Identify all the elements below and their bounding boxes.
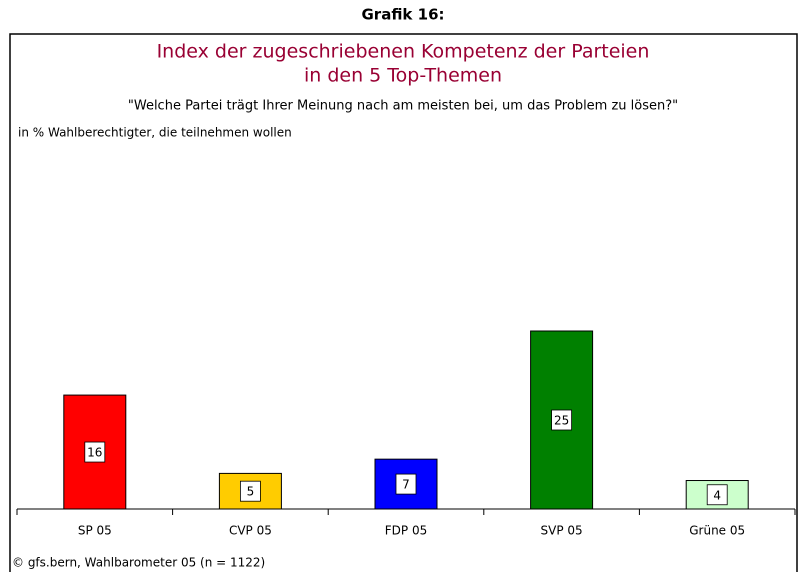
chart-title: in den 5 Top-Themen bbox=[304, 65, 502, 87]
value-label: 7 bbox=[402, 478, 410, 492]
x-tick-label: CVP 05 bbox=[229, 524, 272, 538]
chart-title: Index der zugeschriebenen Kompetenz der … bbox=[157, 41, 650, 63]
y-label: in % Wahlberechtigter, die teilnehmen wo… bbox=[18, 126, 292, 140]
value-label: 25 bbox=[554, 414, 569, 428]
value-label-box bbox=[239, 480, 261, 502]
value-label: 4 bbox=[713, 488, 721, 502]
subtitle: "Welche Partei trägt Ihrer Meinung nach … bbox=[128, 99, 678, 114]
value-label: 16 bbox=[87, 446, 102, 460]
value-label: 5 bbox=[247, 485, 255, 499]
value-label-box bbox=[84, 441, 106, 463]
value-label-box bbox=[395, 473, 417, 495]
x-tick-label: Grüne 05 bbox=[689, 524, 745, 538]
value-label-box bbox=[551, 409, 572, 431]
x-tick-label: SP 05 bbox=[78, 524, 112, 538]
x-tick-label: FDP 05 bbox=[385, 524, 427, 538]
heading: Grafik 16: bbox=[361, 6, 444, 24]
value-label-box bbox=[706, 484, 728, 506]
source: © gfs.bern, Wahlbarometer 05 (n = 1122) bbox=[12, 556, 265, 570]
x-tick-label: SVP 05 bbox=[541, 524, 583, 538]
frame bbox=[9, 33, 798, 572]
